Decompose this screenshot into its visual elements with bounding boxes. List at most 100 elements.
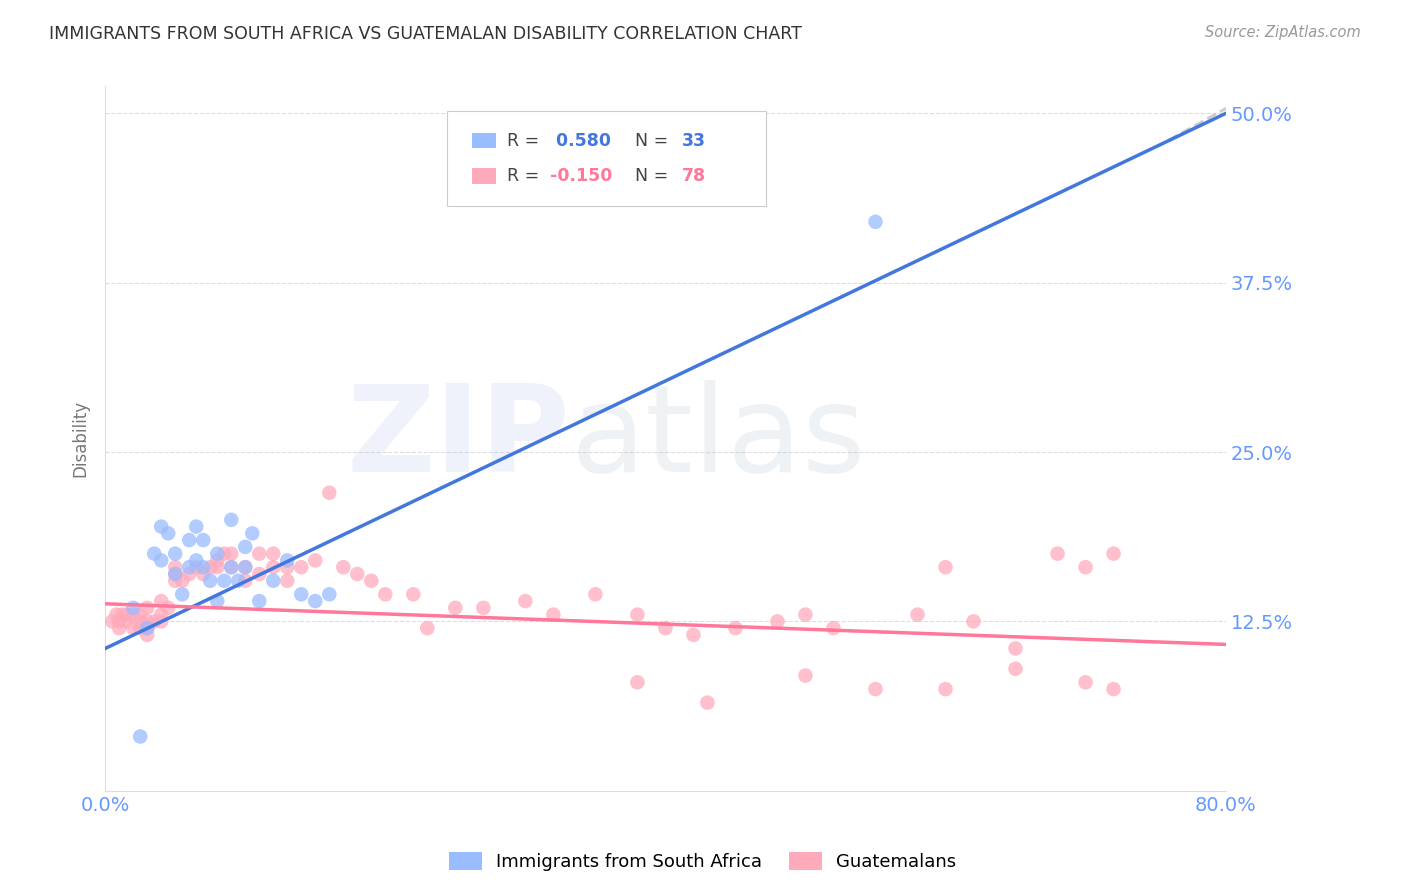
Point — [1004, 662, 1026, 676]
Text: ZIP: ZIP — [346, 380, 571, 497]
Text: 78: 78 — [682, 167, 706, 185]
Point — [136, 621, 159, 635]
Point — [129, 607, 152, 622]
Point — [304, 594, 326, 608]
Point — [262, 560, 284, 574]
Point — [136, 615, 159, 629]
Point — [207, 547, 229, 561]
Point — [207, 594, 229, 608]
Point — [515, 594, 537, 608]
Point — [186, 519, 208, 533]
Point — [724, 621, 747, 635]
Point — [823, 621, 845, 635]
Point — [402, 587, 425, 601]
Point — [226, 574, 249, 588]
Point — [193, 533, 215, 548]
Point — [304, 553, 326, 567]
Point — [247, 566, 270, 581]
Point — [157, 526, 180, 541]
Point — [654, 621, 676, 635]
Point — [129, 730, 152, 744]
Point — [212, 574, 235, 588]
Point — [129, 615, 152, 629]
FancyBboxPatch shape — [471, 168, 496, 184]
Text: 33: 33 — [682, 132, 706, 150]
Point — [318, 587, 340, 601]
Point — [165, 547, 187, 561]
Point — [219, 547, 242, 561]
Point — [332, 560, 354, 574]
Point — [122, 621, 145, 635]
Point — [543, 607, 565, 622]
Text: 0.580: 0.580 — [550, 132, 612, 150]
Point — [346, 566, 368, 581]
Point — [444, 600, 467, 615]
Point — [150, 615, 173, 629]
Point — [626, 675, 648, 690]
Point — [374, 587, 396, 601]
Point — [262, 574, 284, 588]
Point — [193, 560, 215, 574]
FancyBboxPatch shape — [471, 133, 496, 148]
Point — [290, 560, 312, 574]
Point — [865, 682, 887, 697]
Point — [111, 607, 134, 622]
Point — [276, 553, 298, 567]
Point — [1102, 682, 1125, 697]
Point — [207, 553, 229, 567]
Point — [143, 547, 166, 561]
Text: Source: ZipAtlas.com: Source: ZipAtlas.com — [1205, 25, 1361, 40]
FancyBboxPatch shape — [447, 111, 766, 206]
Point — [1004, 641, 1026, 656]
Text: N =: N = — [624, 132, 673, 150]
Point — [962, 615, 984, 629]
Point — [115, 607, 138, 622]
Point — [416, 621, 439, 635]
Point — [150, 553, 173, 567]
Point — [219, 560, 242, 574]
Point — [179, 566, 201, 581]
Point — [115, 615, 138, 629]
Point — [1074, 560, 1097, 574]
Point — [262, 547, 284, 561]
Y-axis label: Disability: Disability — [72, 400, 89, 477]
Point — [1102, 547, 1125, 561]
Point — [276, 574, 298, 588]
Point — [165, 574, 187, 588]
Point — [136, 628, 159, 642]
Point — [290, 587, 312, 601]
Legend: Immigrants from South Africa, Guatemalans: Immigrants from South Africa, Guatemalan… — [443, 845, 963, 879]
Point — [233, 560, 256, 574]
Point — [219, 560, 242, 574]
Point — [865, 215, 887, 229]
Point — [766, 615, 789, 629]
Point — [136, 621, 159, 635]
Text: R =: R = — [508, 132, 546, 150]
Text: N =: N = — [624, 167, 673, 185]
Point — [240, 526, 263, 541]
Point — [193, 566, 215, 581]
Point — [129, 621, 152, 635]
Point — [101, 615, 124, 629]
Point — [696, 696, 718, 710]
Point — [219, 513, 242, 527]
Text: -0.150: -0.150 — [550, 167, 613, 185]
Point — [200, 560, 222, 574]
Point — [318, 485, 340, 500]
Point — [212, 547, 235, 561]
Point — [682, 628, 704, 642]
Point — [1046, 547, 1069, 561]
Text: atlas: atlas — [571, 380, 866, 497]
Point — [186, 560, 208, 574]
Point — [200, 574, 222, 588]
Point — [172, 574, 194, 588]
Point — [934, 682, 956, 697]
Point — [233, 540, 256, 554]
Point — [136, 600, 159, 615]
Text: IMMIGRANTS FROM SOUTH AFRICA VS GUATEMALAN DISABILITY CORRELATION CHART: IMMIGRANTS FROM SOUTH AFRICA VS GUATEMAL… — [49, 25, 801, 43]
Point — [108, 621, 131, 635]
Point — [157, 600, 180, 615]
Point — [472, 600, 495, 615]
Point — [105, 607, 128, 622]
Point — [907, 607, 929, 622]
